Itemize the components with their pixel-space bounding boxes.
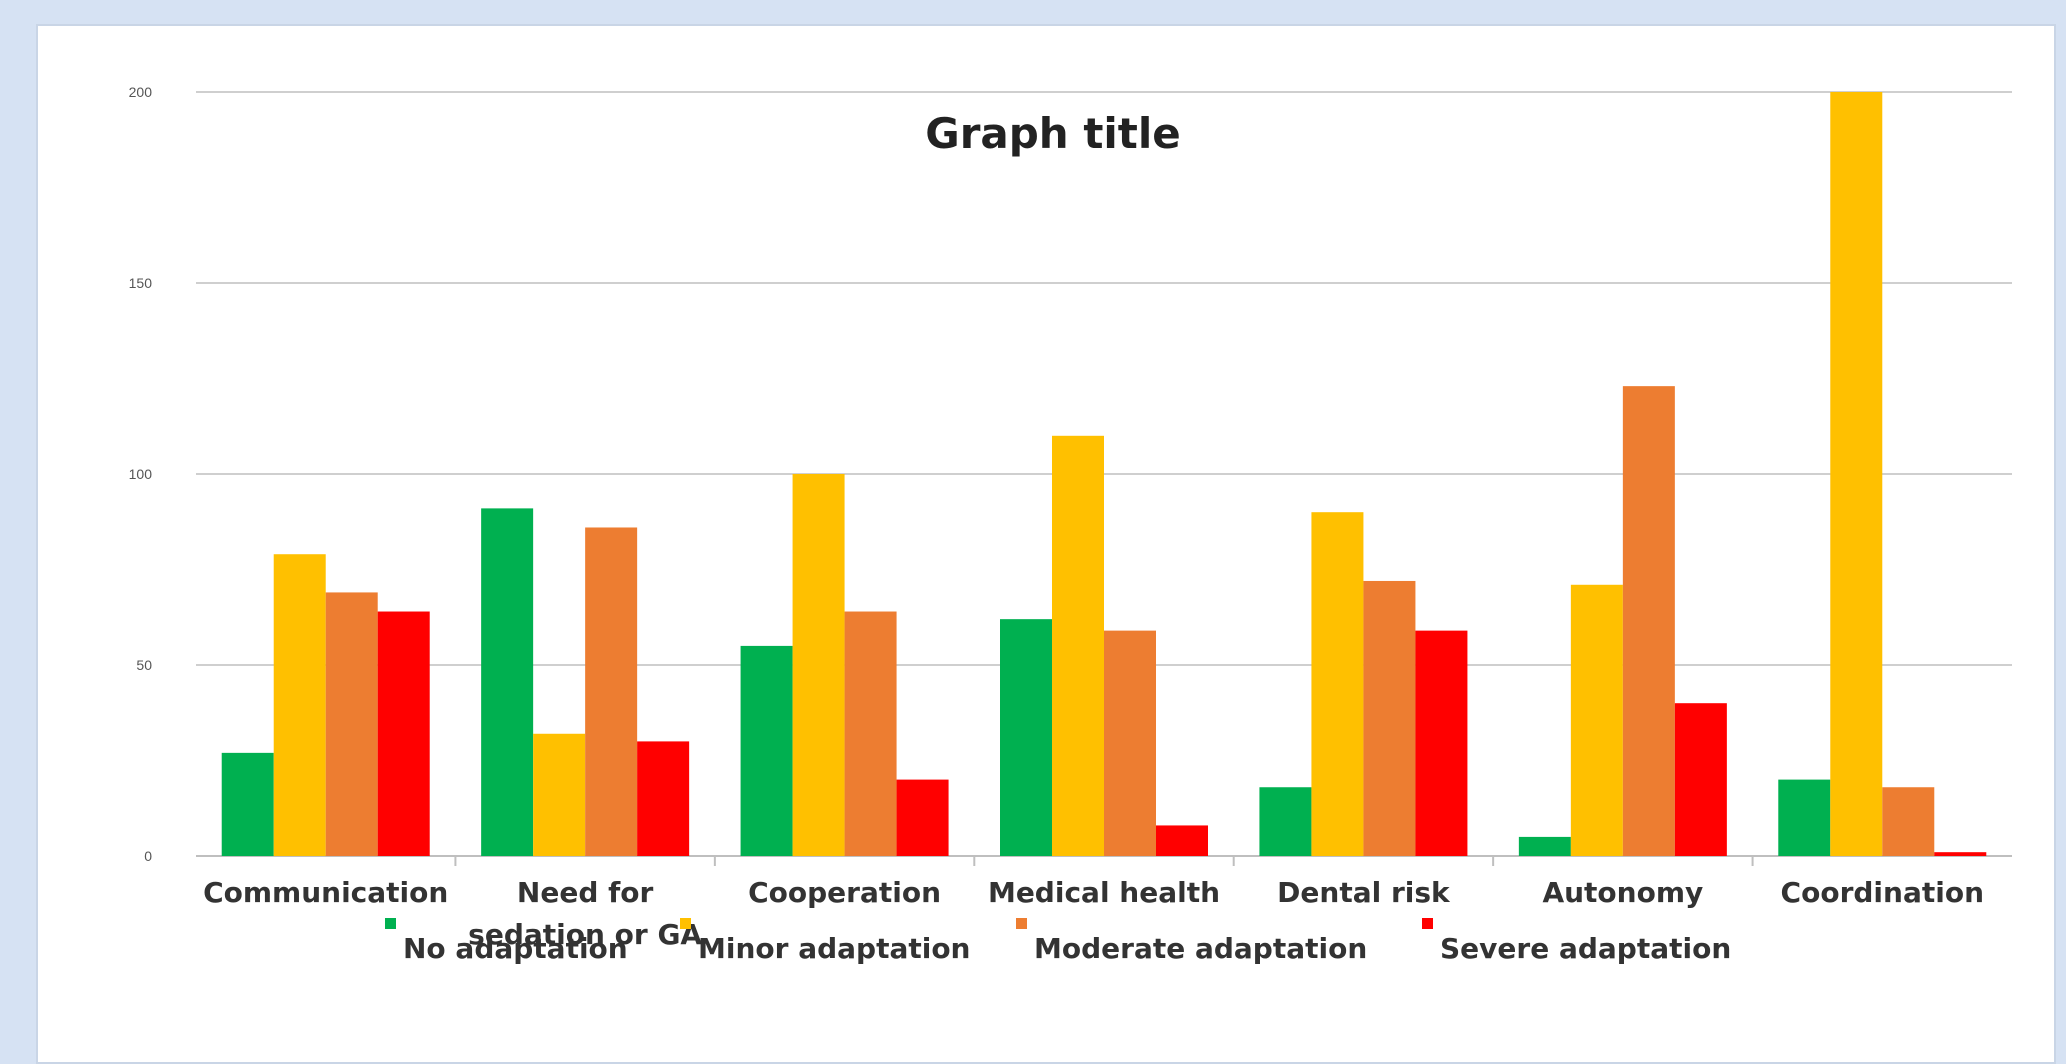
bar: [1311, 512, 1364, 856]
legend-swatch: [1016, 918, 1027, 929]
bar: [1934, 852, 1987, 856]
category-label: Medical health: [988, 876, 1220, 909]
legend-swatch: [385, 918, 396, 929]
bar: [740, 645, 793, 856]
category-label: Need for sedation or GA: [468, 876, 702, 951]
bar: [1259, 787, 1312, 856]
bar: [481, 508, 534, 856]
bar: [792, 474, 845, 856]
bar: [1104, 630, 1156, 856]
bar: [273, 554, 326, 856]
bar: [1570, 584, 1623, 856]
chart-title: Graph title: [925, 109, 1181, 158]
bar: [1363, 580, 1416, 856]
category-label: Autonomy: [1542, 876, 1703, 909]
bar: [637, 741, 690, 856]
bar: [1674, 703, 1727, 856]
chart-panel: [36, 24, 2056, 1064]
legend-label: Severe adaptation: [1440, 932, 1731, 965]
category-labels: Communication Need for sedation or GA Coope…: [203, 856, 1984, 951]
bar: [585, 527, 638, 856]
y-tick-label: 150: [129, 275, 153, 291]
bar: [1052, 435, 1104, 856]
bar: [1518, 836, 1571, 856]
bar: [1778, 779, 1831, 856]
y-tick-label: 0: [144, 848, 152, 864]
category-label: Communication: [203, 876, 448, 909]
bars: [221, 92, 1987, 856]
legend-label: Minor adaptation: [698, 932, 971, 965]
bar: [377, 611, 430, 856]
legend-label: Moderate adaptation: [1034, 932, 1367, 965]
bar: [896, 779, 949, 856]
y-tick-label: 200: [129, 84, 153, 100]
bar: [1830, 92, 1883, 856]
legend-swatch: [1422, 918, 1433, 929]
y-tick-label: 50: [136, 657, 152, 673]
legend-label: No adaptation: [403, 932, 628, 965]
legend-swatch: [680, 918, 691, 929]
bar: [1882, 787, 1935, 856]
legend: No adaptation Minor adaptation Moderate ad…: [385, 918, 1731, 965]
bar: [844, 611, 897, 856]
category-label: Dental risk: [1277, 876, 1451, 909]
bar: [533, 733, 586, 856]
bar: [221, 752, 274, 856]
y-tick-labels: 0 50 100 150 200: [129, 84, 153, 864]
category-label: Coordination: [1781, 876, 1984, 909]
y-tick-label: 100: [129, 466, 153, 482]
bar: [325, 592, 378, 856]
category-label: Cooperation: [748, 876, 941, 909]
bar: [1156, 825, 1208, 856]
bar: [1000, 619, 1052, 856]
bar: [1622, 386, 1675, 856]
bar: [1415, 630, 1468, 856]
